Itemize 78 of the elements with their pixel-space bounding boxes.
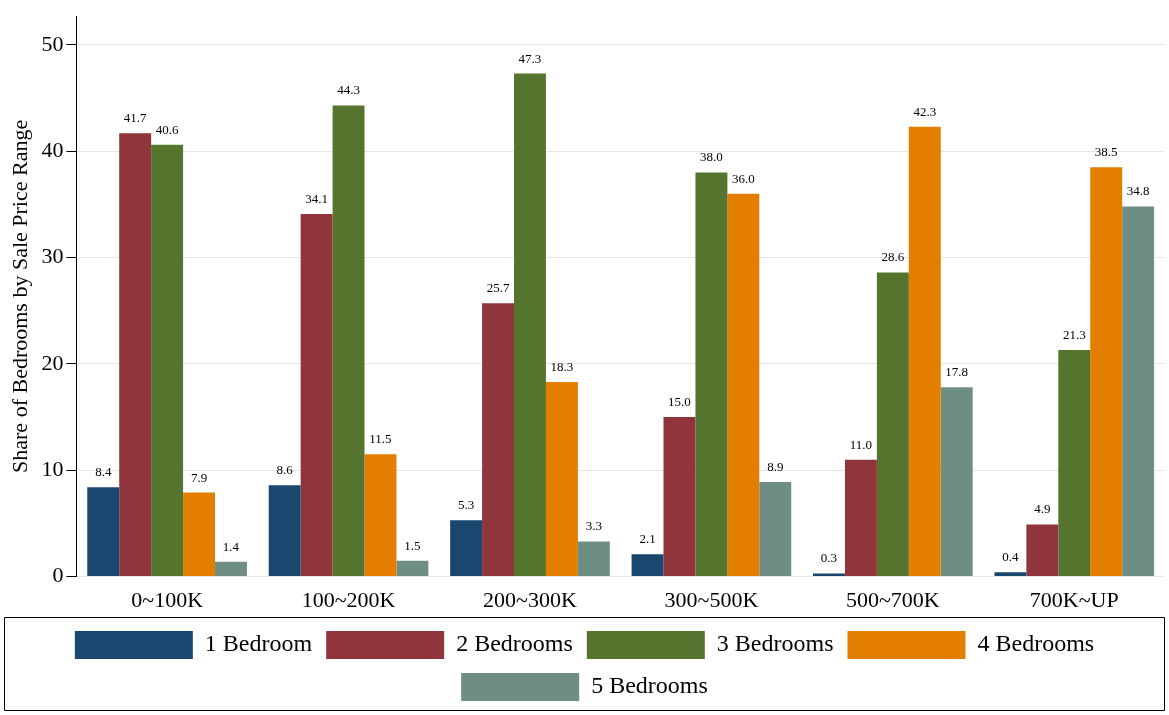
bar [1026,524,1059,577]
legend-label: 5 Bedrooms [591,672,708,699]
bar [482,303,515,577]
data-label: 21.3 [1062,327,1086,343]
bar [545,382,578,577]
bar [1090,167,1123,577]
bar [364,454,397,577]
bar [1122,206,1155,577]
bar [396,560,429,577]
bar [876,272,909,577]
data-label: 44.3 [337,82,360,98]
y-tick-label: 40 [41,137,64,163]
data-label: 11.0 [849,436,873,452]
bar [332,105,365,577]
bar [940,387,973,577]
data-label: 1.4 [222,538,240,554]
bar [514,73,546,577]
data-label: 36.0 [731,170,755,186]
bar [183,492,216,577]
x-tick-label: 500~700K [845,586,940,612]
y-tick-label: 30 [41,243,64,269]
bar [631,554,664,577]
x-tick-label: 200~300K [483,586,577,612]
bar [300,213,333,577]
data-label: 25.7 [486,280,510,296]
x-tick-label: 700K~UP [1029,586,1119,612]
bar [151,144,184,577]
bar [577,541,610,577]
bar [908,126,941,577]
data-label: 38.0 [700,149,723,165]
bar [215,561,247,577]
data-label: 8.4 [95,464,112,480]
data-label: 18.3 [550,358,574,374]
bar [844,459,877,577]
data-label: 42.3 [913,103,937,119]
bar [695,172,728,577]
bar [813,573,845,577]
x-tick-label: 300~500K [664,586,759,612]
y-axis-title: Share of Bedrooms by Sale Price Range [6,119,32,473]
data-label: 17.8 [945,364,969,380]
data-label: 34.8 [1126,183,1150,199]
bar [994,572,1027,577]
bar [119,133,152,577]
legend-label: 2 Bedrooms [456,630,573,657]
y-tick-label: 10 [41,456,64,482]
data-label: 4.9 [1034,501,1051,517]
y-tick-label: 0 [52,562,64,588]
data-label: 38.5 [1094,144,1118,160]
bar [1058,350,1091,577]
data-label: 47.3 [518,50,542,66]
legend-label: 1 Bedroom [204,630,313,657]
bar [759,481,792,577]
bar [450,520,483,577]
data-label: 11.5 [369,431,392,447]
data-label: 0.4 [1002,549,1020,565]
y-tick-label: 50 [41,30,64,56]
data-label: 5.3 [457,497,475,513]
data-label: 15.0 [668,394,691,410]
bar [663,417,696,577]
x-tick-label: 100~200K [301,586,396,612]
y-tick-label: 20 [41,349,64,375]
data-label: 1.5 [404,537,421,553]
data-label: 0.3 [820,550,838,566]
data-label: 2.1 [639,531,656,547]
data-label: 8.6 [276,462,294,478]
bar [727,193,760,577]
data-label: 3.3 [585,518,602,534]
data-label: 7.9 [190,469,208,485]
data-label: 28.6 [881,249,905,265]
legend-label: 3 Bedrooms [716,630,834,657]
data-label: 8.9 [767,458,784,474]
bar [87,487,120,577]
data-label: 41.7 [123,110,148,126]
x-tick-label: 0~100K [131,586,204,612]
legend-label: 4 Bedrooms [977,630,1095,657]
data-label: 40.6 [155,121,179,137]
data-label: 34.1 [305,190,328,206]
bar [268,485,301,577]
